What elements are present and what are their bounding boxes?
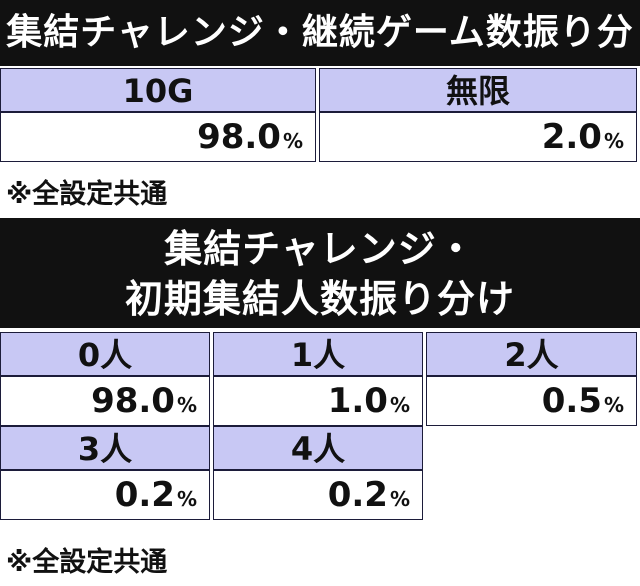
value-cell-3: 0.2% (0, 470, 210, 520)
percent-unit: % (282, 129, 303, 153)
continuation-table: 10G 無限 98.0% 2.0% (0, 68, 640, 162)
percent-unit: % (176, 393, 197, 417)
value-number: 98.0 (197, 117, 281, 157)
value-cell-unlimited: 2.0% (319, 112, 637, 162)
value-number: 0.5 (541, 381, 602, 421)
percent-unit: % (176, 487, 197, 511)
col-header-unlimited: 無限 (319, 68, 637, 112)
table2-title-line2: 初期集結人数振り分け (124, 277, 515, 321)
col-header-1: 1人 (213, 332, 423, 376)
col-header-3: 3人 (0, 426, 210, 470)
value-number: 2.0 (541, 117, 602, 157)
value-number: 1.0 (327, 381, 388, 421)
table2-note: ※全設定共通 (6, 547, 168, 578)
value-cell-2: 0.5% (426, 376, 637, 426)
col-header-10g: 10G (0, 68, 316, 112)
value-number: 98.0 (91, 381, 175, 421)
value-number: 0.2 (114, 475, 175, 515)
value-number: 0.2 (327, 475, 388, 515)
table2-title: 集結チャレンジ・ 初期集結人数振り分け (0, 218, 640, 328)
col-header-2: 2人 (426, 332, 637, 376)
value-cell-1: 1.0% (213, 376, 423, 426)
table1-note: ※全設定共通 (6, 179, 168, 210)
percent-unit: % (389, 393, 410, 417)
percent-unit: % (603, 129, 624, 153)
member-count-table: 0人 1人 2人 98.0% 1.0% 0.5% 3人 4人 0.2% 0.2% (0, 332, 640, 520)
table1-title: 集結チャレンジ・継続ゲーム数振り分け (0, 0, 640, 119)
value-cell-10g: 98.0% (0, 112, 316, 162)
percent-unit: % (389, 487, 410, 511)
col-header-4: 4人 (213, 426, 423, 470)
col-header-0: 0人 (0, 332, 210, 376)
percent-unit: % (603, 393, 624, 417)
value-cell-0: 98.0% (0, 376, 210, 426)
value-cell-4: 0.2% (213, 470, 423, 520)
table2-title-line1: 集結チャレンジ・ (164, 227, 476, 271)
